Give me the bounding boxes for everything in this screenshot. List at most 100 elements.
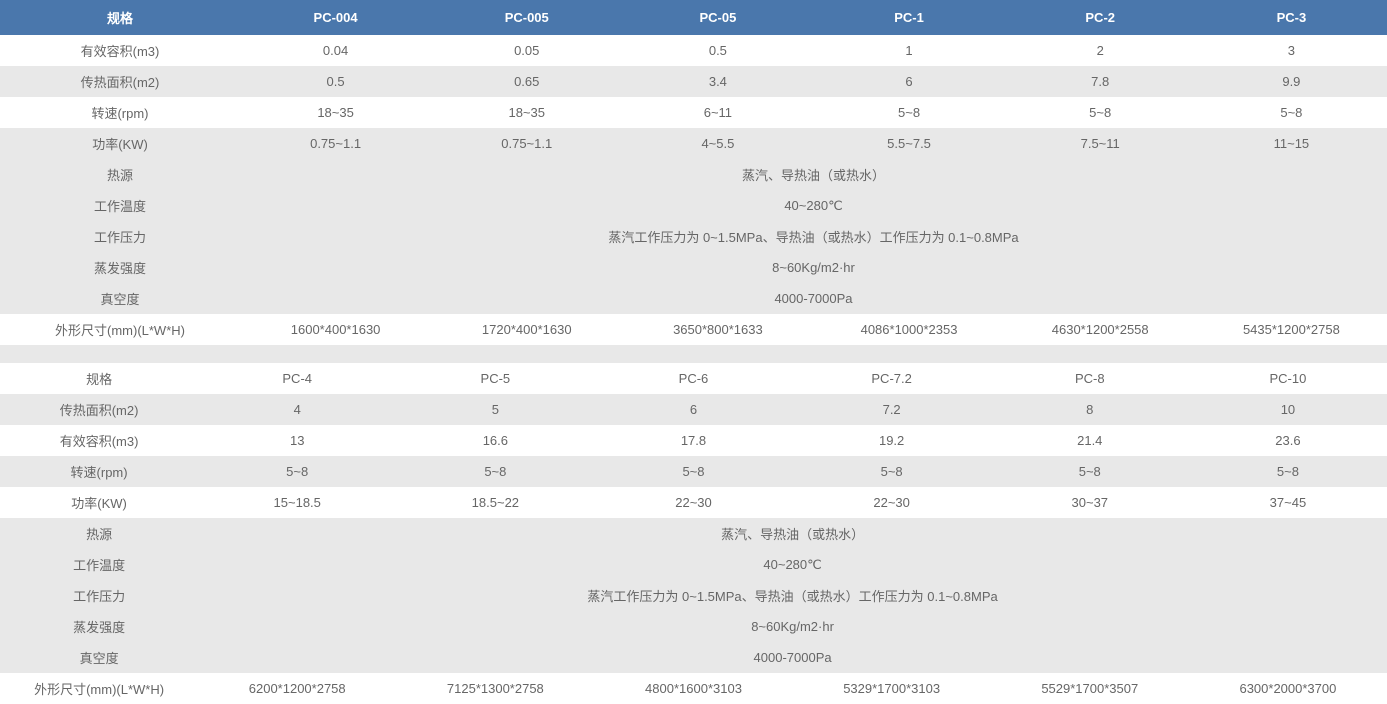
- table1-row-9-col-1: 1720*400*1630: [431, 314, 622, 345]
- table2-row-1-col-2: 17.8: [594, 425, 792, 456]
- table1-row-0: 有效容积(m3)0.040.050.5123: [0, 35, 1387, 66]
- table1-row-0-col-3: 1: [813, 35, 1004, 66]
- table1-row-3-col-3: 5.5~7.5: [813, 128, 1004, 159]
- table1-row-6: 工作压力蒸汽工作压力为 0~1.5MPa、导热油（或热水）工作压力为 0.1~0…: [0, 221, 1387, 252]
- spacer-row: [0, 345, 1387, 363]
- table1-row-3-col-0: 0.75~1.1: [240, 128, 431, 159]
- table1-header-5: PC-2: [1005, 0, 1196, 35]
- table2-row-3-col-5: 37~45: [1189, 487, 1387, 518]
- table1-header-6: PC-3: [1196, 0, 1387, 35]
- table1-row-1-label: 传热面积(m2): [0, 66, 240, 97]
- table2-row-9-col-2: 4800*1600*3103: [594, 673, 792, 704]
- table1-row-2-col-4: 5~8: [1005, 97, 1196, 128]
- table2-row-2-col-1: 5~8: [396, 456, 594, 487]
- table1-row-3-label: 功率(KW): [0, 128, 240, 159]
- table1-header-3: PC-05: [622, 0, 813, 35]
- table2-row-2: 转速(rpm)5~85~85~85~85~85~8: [0, 456, 1387, 487]
- table2-row-3-col-0: 15~18.5: [198, 487, 396, 518]
- table1-header-row: 规格 PC-004 PC-005 PC-05 PC-1 PC-2 PC-3: [0, 0, 1387, 35]
- table2-row-9-col-4: 5529*1700*3507: [991, 673, 1189, 704]
- table2-row-7: 蒸发强度8~60Kg/m2·hr: [0, 611, 1387, 642]
- table2-row-2-col-4: 5~8: [991, 456, 1189, 487]
- table1-row-2-col-1: 18~35: [431, 97, 622, 128]
- table1-row-3-col-1: 0.75~1.1: [431, 128, 622, 159]
- table1-row-0-col-5: 3: [1196, 35, 1387, 66]
- table1-row-1-col-5: 9.9: [1196, 66, 1387, 97]
- table1-row-3: 功率(KW)0.75~1.10.75~1.14~5.55.5~7.57.5~11…: [0, 128, 1387, 159]
- table2-header-1: PC-4: [198, 363, 396, 394]
- table1-row-1-col-4: 7.8: [1005, 66, 1196, 97]
- table2-row-2-col-3: 5~8: [793, 456, 991, 487]
- table2-header-row: 规格 PC-4 PC-5 PC-6 PC-7.2 PC-8 PC-10: [0, 363, 1387, 394]
- table1-row-6-value: 蒸汽工作压力为 0~1.5MPa、导热油（或热水）工作压力为 0.1~0.8MP…: [240, 221, 1387, 252]
- table2-row-5-label: 工作温度: [0, 549, 198, 580]
- table1-row-9-col-2: 3650*800*1633: [622, 314, 813, 345]
- table2-row-1-label: 有效容积(m3): [0, 425, 198, 456]
- table1-row-3-col-5: 11~15: [1196, 128, 1387, 159]
- table2-header-5: PC-8: [991, 363, 1189, 394]
- table2-row-4-label: 热源: [0, 518, 198, 549]
- table2-header-0: 规格: [0, 363, 198, 394]
- table1-row-9-col-3: 4086*1000*2353: [813, 314, 1004, 345]
- table2-header-4: PC-7.2: [793, 363, 991, 394]
- table1-row-1-col-2: 3.4: [622, 66, 813, 97]
- table2-row-3-label: 功率(KW): [0, 487, 198, 518]
- table1-row-2-col-0: 18~35: [240, 97, 431, 128]
- table1-row-0-col-0: 0.04: [240, 35, 431, 66]
- table2-row-6-value: 蒸汽工作压力为 0~1.5MPa、导热油（或热水）工作压力为 0.1~0.8MP…: [198, 580, 1387, 611]
- table2-row-5-value: 40~280℃: [198, 549, 1387, 580]
- table2-row-0-col-5: 10: [1189, 394, 1387, 425]
- table1-row-5-value: 40~280℃: [240, 190, 1387, 221]
- table1-row-9-col-4: 4630*1200*2558: [1005, 314, 1196, 345]
- spec-table-1: 规格 PC-004 PC-005 PC-05 PC-1 PC-2 PC-3 有效…: [0, 0, 1387, 345]
- table2-row-0: 传热面积(m2)4567.2810: [0, 394, 1387, 425]
- table2-header-2: PC-5: [396, 363, 594, 394]
- table1-row-5-label: 工作温度: [0, 190, 240, 221]
- table1-row-2-col-2: 6~11: [622, 97, 813, 128]
- table1-row-5: 工作温度40~280℃: [0, 190, 1387, 221]
- table1-row-9-col-0: 1600*400*1630: [240, 314, 431, 345]
- table1-row-2-label: 转速(rpm): [0, 97, 240, 128]
- table2-row-7-label: 蒸发强度: [0, 611, 198, 642]
- table2-row-1-col-4: 21.4: [991, 425, 1189, 456]
- table1-row-7: 蒸发强度8~60Kg/m2·hr: [0, 252, 1387, 283]
- table2-row-0-col-2: 6: [594, 394, 792, 425]
- table1-row-0-col-2: 0.5: [622, 35, 813, 66]
- table2-row-1-col-0: 13: [198, 425, 396, 456]
- table2-row-2-label: 转速(rpm): [0, 456, 198, 487]
- table2-row-9-col-1: 7125*1300*2758: [396, 673, 594, 704]
- table1-row-2-col-5: 5~8: [1196, 97, 1387, 128]
- table1-row-9-label: 外形尺寸(mm)(L*W*H): [0, 314, 240, 345]
- table1-row-6-label: 工作压力: [0, 221, 240, 252]
- table1-row-0-col-1: 0.05: [431, 35, 622, 66]
- table1-row-4-label: 热源: [0, 159, 240, 190]
- table2-row-8-value: 4000-7000Pa: [198, 642, 1387, 673]
- table2-row-9: 外形尺寸(mm)(L*W*H)6200*1200*27587125*1300*2…: [0, 673, 1387, 704]
- table1-row-1: 传热面积(m2)0.50.653.467.89.9: [0, 66, 1387, 97]
- table2-row-1: 有效容积(m3)1316.617.819.221.423.6: [0, 425, 1387, 456]
- table2-row-5: 工作温度40~280℃: [0, 549, 1387, 580]
- table2-header-6: PC-10: [1189, 363, 1387, 394]
- table1-row-9: 外形尺寸(mm)(L*W*H)1600*400*16301720*400*163…: [0, 314, 1387, 345]
- table2-row-9-col-5: 6300*2000*3700: [1189, 673, 1387, 704]
- table1-header-1: PC-004: [240, 0, 431, 35]
- table1-row-8-value: 4000-7000Pa: [240, 283, 1387, 314]
- table1-row-3-col-4: 7.5~11: [1005, 128, 1196, 159]
- table2-row-9-label: 外形尺寸(mm)(L*W*H): [0, 673, 198, 704]
- table2-row-6: 工作压力蒸汽工作压力为 0~1.5MPa、导热油（或热水）工作压力为 0.1~0…: [0, 580, 1387, 611]
- table1-header-4: PC-1: [813, 0, 1004, 35]
- table1-row-0-label: 有效容积(m3): [0, 35, 240, 66]
- table1-body: 有效容积(m3)0.040.050.5123传热面积(m2)0.50.653.4…: [0, 35, 1387, 345]
- table1-row-3-col-2: 4~5.5: [622, 128, 813, 159]
- table2-row-6-label: 工作压力: [0, 580, 198, 611]
- table1-row-1-col-1: 0.65: [431, 66, 622, 97]
- table2-row-4: 热源蒸汽、导热油（或热水）: [0, 518, 1387, 549]
- table1-row-1-col-3: 6: [813, 66, 1004, 97]
- table2-row-1-col-1: 16.6: [396, 425, 594, 456]
- table2-row-1-col-5: 23.6: [1189, 425, 1387, 456]
- table2-row-8-label: 真空度: [0, 642, 198, 673]
- table1-row-4-value: 蒸汽、导热油（或热水）: [240, 159, 1387, 190]
- table2-body: 传热面积(m2)4567.2810有效容积(m3)1316.617.819.22…: [0, 394, 1387, 704]
- table2-row-3-col-3: 22~30: [793, 487, 991, 518]
- table2-row-0-col-1: 5: [396, 394, 594, 425]
